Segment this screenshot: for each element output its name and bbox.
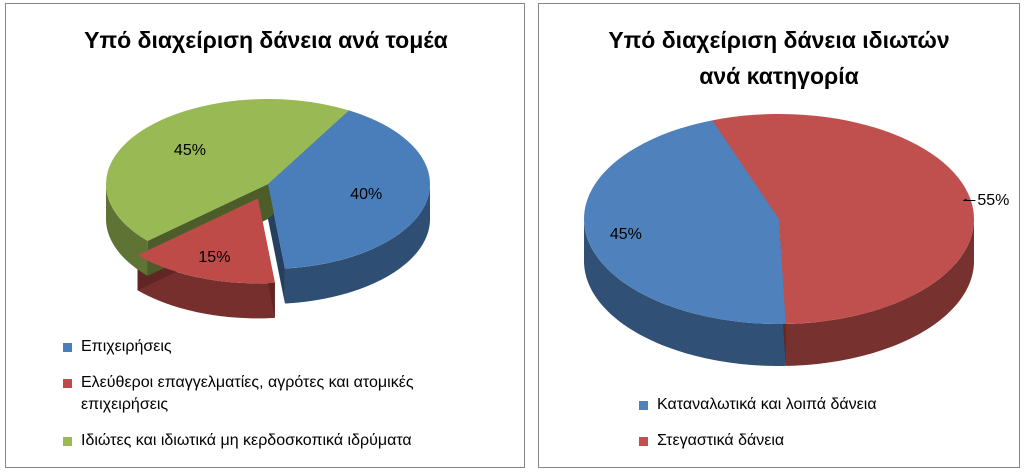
pie-slice	[712, 113, 975, 324]
legend-swatch	[63, 437, 72, 446]
legend-label: Επιχειρήσεις	[81, 338, 172, 355]
legend-swatch	[639, 401, 648, 410]
legend-swatch	[63, 343, 72, 352]
legend-label: Καταναλωτικά και λοιπά δάνεια	[657, 396, 877, 413]
data-label: 45%	[174, 142, 206, 159]
pie-slice	[268, 110, 430, 269]
legend-swatch	[63, 379, 72, 388]
pie-slice	[105, 98, 349, 241]
pie-slice	[137, 198, 275, 284]
slice-side	[785, 219, 974, 366]
legend-item: Ελεύθεροι επαγγελματίες, αγρότες και ατο…	[63, 372, 503, 416]
legend-label: Ιδιώτες και ιδιωτικά μη κερδοσκοπικά ιδρ…	[81, 432, 412, 449]
chart-title: Υπό διαχείριση δάνεια ανά τομέα	[84, 27, 448, 53]
legend-label: Ελεύθεροι επαγγελματίες, αγρότες και ατο…	[81, 374, 414, 413]
chart-panel: Υπό διαχείριση δάνεια ιδιωτών ανά κατηγο…	[538, 3, 1020, 468]
legend-item: Ιδιώτες και ιδιωτικά μη κερδοσκοπικά ιδρ…	[63, 430, 503, 452]
leader-line	[963, 198, 976, 202]
pie-slice	[584, 120, 786, 324]
slice-side	[284, 184, 430, 304]
data-label: 15%	[198, 249, 230, 266]
legend-swatch	[639, 437, 648, 446]
data-label: 40%	[350, 186, 382, 203]
chart: 45% 55%	[584, 113, 1009, 366]
slice-side	[106, 184, 148, 276]
legend: Επιχειρήσεις Ελεύθεροι επαγγελματίες, αγρ…	[63, 336, 503, 466]
legend-label: Στεγαστικά δάνεια	[657, 432, 785, 449]
chart-title: Υπό διαχείριση δάνεια ιδιωτών ανά κατηγο…	[608, 27, 950, 89]
chart-panel: Υπό διαχείριση δάνεια ανά τομέα 40% 15% 45…	[5, 3, 525, 468]
data-label: 45%	[610, 226, 642, 243]
slice-side	[584, 219, 786, 366]
legend-item: Καταναλωτικά και λοιπά δάνεια	[639, 394, 999, 416]
legend-item: Επιχειρήσεις	[63, 336, 503, 358]
legend-item: Στεγαστικά δάνεια	[639, 430, 999, 452]
chart: 40% 15% 45%	[105, 98, 430, 319]
data-label: 55%	[977, 192, 1009, 209]
legend: Καταναλωτικά και λοιπά δάνεια Στεγαστικά …	[639, 394, 999, 466]
